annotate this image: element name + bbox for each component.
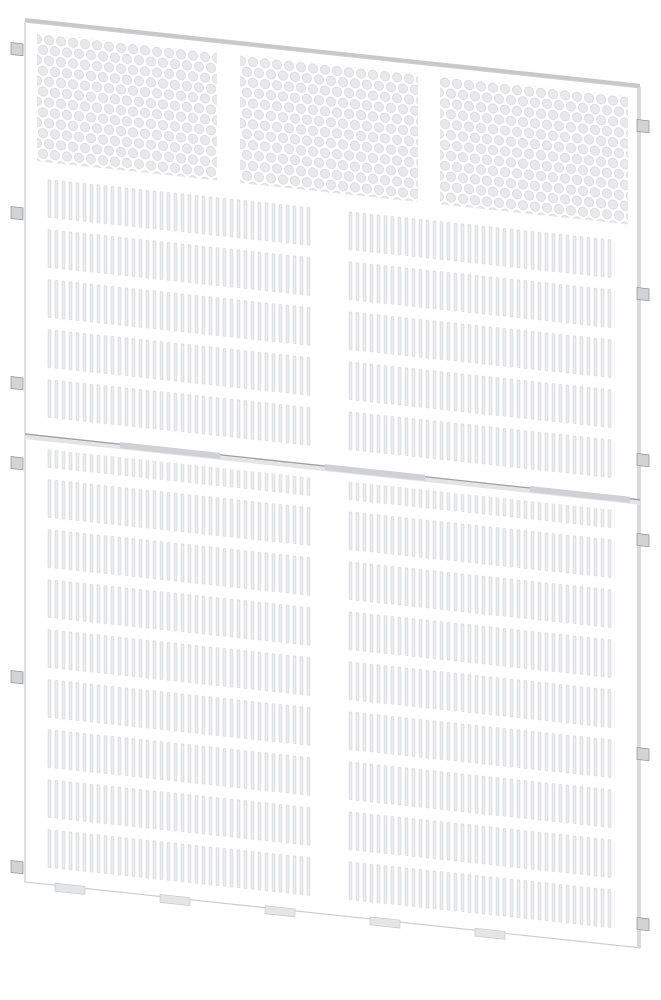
- hex-perforation: [440, 76, 628, 225]
- clip: [636, 287, 650, 302]
- clip: [636, 119, 650, 134]
- hex-perforation: [240, 55, 418, 203]
- left-clips: [10, 42, 24, 875]
- divider-tab: [120, 442, 220, 459]
- panel: [10, 18, 650, 949]
- bottom-tab: [54, 882, 86, 895]
- clip: [636, 917, 650, 932]
- bottom-tab: [159, 894, 191, 906]
- clip: [10, 206, 24, 221]
- clip: [10, 860, 24, 875]
- bottom-tab: [474, 927, 506, 940]
- clip: [636, 453, 650, 468]
- slot-perforation: [347, 206, 615, 486]
- clip: [10, 456, 24, 471]
- right-edge: [637, 87, 641, 948]
- bottom-tab: [369, 916, 401, 929]
- clip: [10, 670, 24, 685]
- right-clips: [636, 119, 650, 932]
- clip: [10, 42, 24, 57]
- slot-perforation: [45, 449, 313, 903]
- slot-perforation: [347, 481, 615, 936]
- hex-perforation: [37, 33, 217, 181]
- clip: [636, 533, 650, 548]
- divider-tab: [530, 486, 630, 503]
- clip: [10, 376, 24, 391]
- slot-perforation: [45, 174, 313, 453]
- divider-tab: [325, 464, 425, 481]
- bottom-tab: [264, 905, 296, 918]
- clip: [636, 747, 650, 762]
